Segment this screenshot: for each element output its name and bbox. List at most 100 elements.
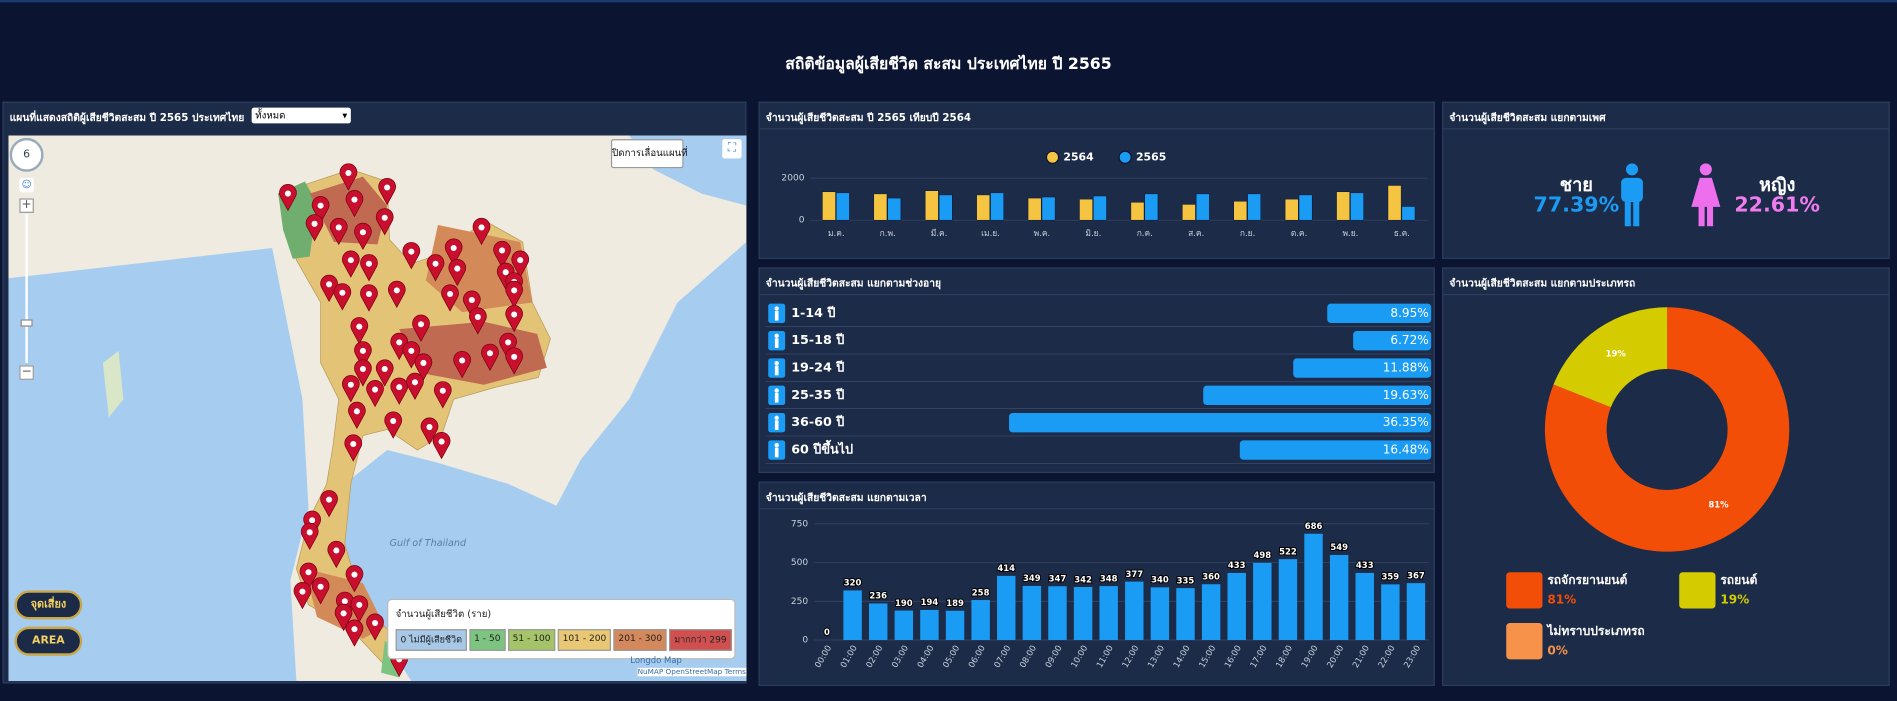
x-tick-label: 12:00 <box>1120 643 1141 669</box>
map-pin[interactable] <box>345 190 364 218</box>
map-pin[interactable] <box>472 217 491 246</box>
map-pin[interactable] <box>390 377 409 405</box>
map-pin[interactable] <box>420 417 439 445</box>
map-pin[interactable] <box>481 343 499 371</box>
map-pin[interactable] <box>511 250 530 278</box>
pin-dot <box>396 384 403 391</box>
risk-button[interactable]: จุดเสี่ยง <box>14 590 83 620</box>
pins <box>279 163 530 678</box>
map-pin[interactable] <box>493 240 511 269</box>
map-pin[interactable] <box>412 314 430 342</box>
pin-dot <box>439 387 446 394</box>
map-pin[interactable] <box>402 341 421 369</box>
map-pin[interactable] <box>448 259 467 287</box>
map-pin[interactable] <box>414 353 433 381</box>
map[interactable]: Gulf of Thailand <box>8 135 747 682</box>
map-pin[interactable] <box>432 432 451 460</box>
map-pin[interactable] <box>350 317 369 345</box>
time-panel: จำนวนผู้เสียชีวิตสะสม แยกตามเวลา 0 250 500… <box>758 481 1435 686</box>
map-pin[interactable] <box>329 217 348 246</box>
map-pin[interactable] <box>366 380 384 408</box>
zoom-in[interactable]: + <box>19 198 34 213</box>
street-view[interactable]: ☺ <box>19 177 34 193</box>
legend-items: 0 ไม่มีผู้เสียชีวิต 1 - 50 51 - 100 101 - 2… <box>395 629 732 651</box>
y-tick-label: 500 <box>791 558 809 568</box>
pin-dot <box>351 626 358 633</box>
map-pin[interactable] <box>354 222 372 250</box>
gender-panel: จำนวนผู้เสียชีวิตสะสม แยกตามเพศ ชาย 77.3… <box>1442 101 1890 259</box>
map-pin[interactable] <box>360 284 378 312</box>
zoom-out[interactable]: − <box>19 365 34 380</box>
map-pin[interactable] <box>345 619 364 647</box>
map-pin[interactable] <box>426 254 445 282</box>
map-pin[interactable] <box>462 290 481 318</box>
bar <box>976 194 991 221</box>
map-pin[interactable] <box>354 359 372 387</box>
category-label: 60 ปีขึ้นไป <box>791 440 853 457</box>
map-pin[interactable] <box>345 565 364 593</box>
map-pin[interactable] <box>293 582 312 610</box>
map-pin[interactable] <box>311 577 330 605</box>
map-pin[interactable] <box>505 280 523 309</box>
map-pin[interactable] <box>300 522 319 551</box>
x-tick-label: 01:00 <box>838 643 859 669</box>
map-pin[interactable] <box>384 411 403 439</box>
select-arrow: ▾ <box>342 110 348 121</box>
map-pin[interactable] <box>279 184 297 212</box>
data-label: 367 <box>1407 570 1425 580</box>
map-pin[interactable] <box>320 490 338 518</box>
map-pin[interactable] <box>453 351 471 379</box>
map-pin[interactable] <box>344 434 363 462</box>
map-pin[interactable] <box>402 242 421 270</box>
zoom-level[interactable]: 6 <box>9 137 44 172</box>
pin-dot <box>396 339 403 346</box>
filter-value: ทั้งหมด <box>255 110 286 121</box>
lock-button[interactable]: ปิดการเลื่อนแผนที่ <box>610 139 688 169</box>
area-button[interactable]: AREA <box>14 626 83 656</box>
map-pin[interactable] <box>354 341 372 369</box>
pin-dot <box>317 202 324 209</box>
top-bar <box>0 0 1897 3</box>
bar <box>836 192 850 221</box>
zoom-text: 6 <box>23 148 31 161</box>
x-tick-label: พ.ค. <box>1034 228 1051 238</box>
map-pin[interactable] <box>305 214 324 242</box>
map-pin[interactable] <box>360 254 378 282</box>
donut-slice <box>1544 307 1790 552</box>
zoom-knob[interactable] <box>20 319 33 327</box>
map-pin[interactable] <box>505 305 523 333</box>
map-pin[interactable] <box>444 238 463 266</box>
map-pin[interactable] <box>342 375 360 403</box>
map-pin[interactable] <box>499 332 517 361</box>
map-pin[interactable] <box>433 381 452 409</box>
filter-select[interactable]: ทั้งหมด ▾ <box>251 107 351 124</box>
lock-text: ปิดการเลื่อนแผนที่ <box>612 147 688 159</box>
map-pin[interactable] <box>311 196 330 224</box>
button-text: AREA <box>32 635 65 648</box>
map-pin[interactable] <box>375 208 394 236</box>
map-pin[interactable] <box>387 280 406 309</box>
fullscreen[interactable]: ⛶ <box>722 139 742 159</box>
legend-item: 101 - 200 <box>557 629 612 651</box>
map-pin[interactable] <box>469 307 487 335</box>
map-pin[interactable] <box>348 401 366 430</box>
map-pin[interactable] <box>299 562 318 590</box>
map-pin[interactable] <box>406 372 424 400</box>
map-pin[interactable] <box>441 284 459 312</box>
bar <box>1009 413 1432 433</box>
bar <box>971 600 990 640</box>
map-pin[interactable] <box>375 359 394 387</box>
pin-dot <box>384 184 391 191</box>
map-pin[interactable] <box>334 603 353 632</box>
map-pin[interactable] <box>378 178 396 206</box>
map-pin[interactable] <box>505 347 523 375</box>
map-pin[interactable] <box>366 613 384 641</box>
map-pin[interactable] <box>333 283 352 311</box>
map-pin[interactable] <box>327 540 346 569</box>
zoom-slider[interactable] <box>25 214 28 363</box>
map-pin[interactable] <box>350 595 369 623</box>
legend-title: จำนวนผู้เสียชีวิต (ราย) <box>395 608 492 620</box>
map-pin[interactable] <box>339 163 358 191</box>
panel-title: จำนวนผู้เสียชีวิตสะสม แยกตามเพศ <box>1449 112 1606 125</box>
map-pin[interactable] <box>342 250 360 278</box>
